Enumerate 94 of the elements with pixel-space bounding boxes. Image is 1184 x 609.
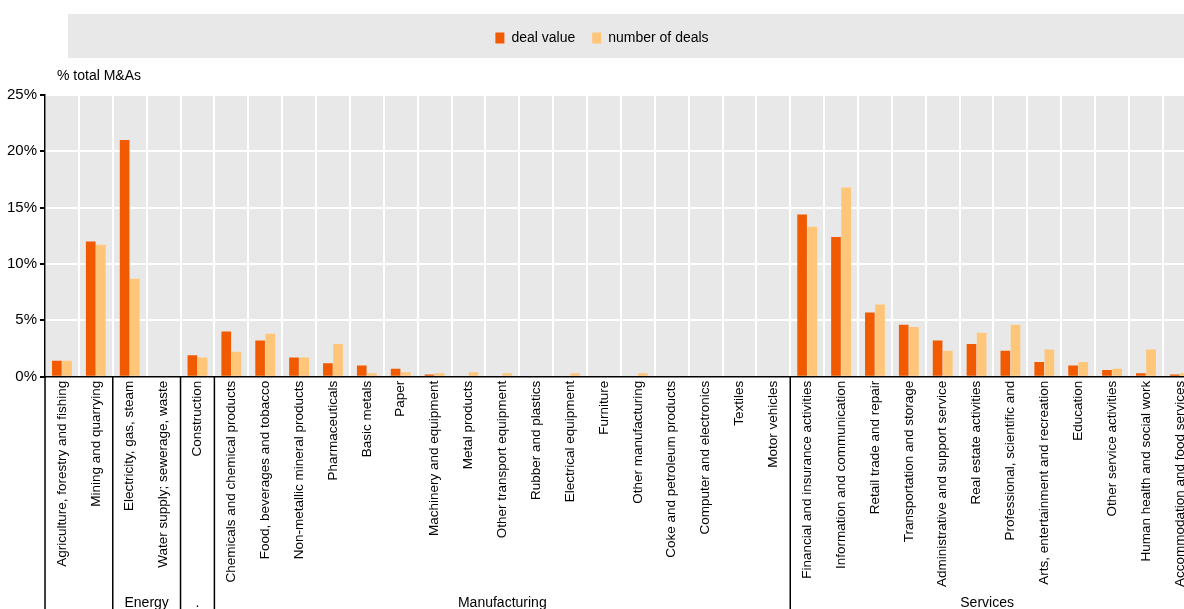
x-tick-label: Furniture	[595, 380, 611, 435]
bar	[1044, 349, 1055, 376]
bar	[831, 236, 841, 376]
bar	[52, 360, 62, 376]
x-tick-label: Transportation and storage	[900, 380, 916, 543]
bar	[976, 332, 987, 376]
text: Services	[960, 593, 1014, 609]
bar	[323, 363, 333, 376]
bar	[356, 365, 367, 376]
x-tick-label: Information and communication	[832, 380, 848, 569]
y-tick-label: 10%	[6, 254, 38, 272]
bar	[1034, 362, 1045, 376]
bar	[265, 333, 276, 376]
x-tick-label: Administrative and support service	[934, 380, 950, 587]
y-tick-label: 15%	[6, 197, 38, 215]
x-tick-label: Food, beverages and tobacco	[256, 380, 272, 560]
text: Manufacturing	[457, 593, 547, 609]
bar	[1146, 349, 1156, 376]
x-tick-label: Coke and petroleum products	[663, 380, 679, 558]
x-tick-label: Other service activities	[1103, 380, 1119, 517]
bar	[119, 140, 130, 376]
x-tick-label: Textiles	[731, 380, 747, 426]
bar	[1136, 373, 1146, 376]
x-tick-label: Electricity, gas, steam	[121, 380, 137, 511]
x-tick-label: Real estate activities	[968, 380, 984, 505]
bar	[1000, 350, 1011, 376]
bar	[62, 360, 72, 376]
x-tick-label: Machinery and equipment	[426, 380, 442, 536]
bar	[197, 357, 208, 376]
x-tick-label: Accommodation and food services	[1171, 380, 1184, 587]
x-tick-label: Pharmaceuticals	[324, 380, 340, 481]
y-axis-title: % total M&As	[57, 66, 142, 83]
x-tick-label: Non-metallic mineral products	[290, 380, 306, 560]
bar	[333, 343, 343, 376]
bar	[898, 324, 909, 376]
bar	[390, 368, 401, 376]
x-tick-label: Computer and electronics	[697, 380, 713, 535]
bar	[96, 244, 106, 376]
legend-label: number of deals	[608, 28, 709, 45]
bar	[221, 331, 232, 376]
x-tick-label: Metal products	[460, 380, 476, 470]
bar	[468, 372, 479, 376]
x-tick-label: Rubber and plastics	[527, 380, 543, 500]
bar	[187, 355, 198, 376]
bar	[299, 357, 309, 376]
x-tick-label: Education	[1069, 380, 1085, 441]
bar	[367, 373, 377, 376]
bar	[875, 304, 885, 376]
x-tick-label: Retail trade and repair	[866, 380, 882, 515]
bar	[909, 327, 919, 376]
bar	[807, 226, 818, 376]
y-tick-label: 25%	[6, 85, 38, 103]
x-tick-label: Human health and social work	[1137, 380, 1153, 562]
bar	[570, 373, 580, 376]
bar	[85, 241, 96, 376]
bar	[434, 373, 445, 376]
y-tick-label: 5%	[15, 310, 38, 328]
bar	[932, 340, 943, 376]
x-tick-label: Agriculture, forestry and fishing	[53, 380, 69, 567]
x-tick-label: Financial and insurance activities	[798, 380, 814, 579]
x-tick-label: Other transport equipment	[494, 380, 510, 539]
bar	[865, 312, 875, 376]
x-tick-label: Electrical equipment	[561, 380, 577, 503]
y-tick-label: 0%	[15, 366, 38, 384]
bar	[289, 357, 299, 376]
x-tick-label: Motor vehicles	[765, 380, 781, 468]
bar	[797, 214, 807, 376]
bar	[1112, 368, 1122, 376]
bar	[841, 187, 851, 376]
bar	[502, 373, 513, 376]
bar	[400, 372, 411, 376]
x-tick-label: Mining and quarrying	[87, 380, 103, 507]
y-tick-label: 20%	[6, 141, 38, 159]
legend-label: deal value	[511, 28, 576, 45]
x-tick-label: Professional, scientific and	[1002, 380, 1018, 541]
bar	[231, 351, 242, 376]
text: .	[195, 593, 200, 609]
x-tick-label: Arts, entertainment and recreation	[1036, 380, 1052, 585]
bar	[942, 350, 953, 376]
bar	[1078, 362, 1089, 376]
x-tick-label: Basic metals	[358, 380, 374, 458]
x-tick-label: Construction	[189, 380, 205, 457]
bar	[255, 340, 265, 376]
bar	[966, 343, 977, 376]
x-tick-label: Other manufacturing	[629, 380, 645, 504]
bar	[1010, 324, 1021, 376]
bar	[1102, 369, 1112, 376]
bar	[1068, 365, 1078, 376]
bar	[638, 373, 648, 376]
x-tick-label: Paper	[392, 380, 408, 417]
x-tick-label: Chemicals and chemical products	[223, 380, 239, 583]
x-tick-label: Water supply; sewerage, waste	[155, 380, 171, 568]
text: Energy	[124, 593, 169, 609]
bar	[129, 278, 140, 376]
